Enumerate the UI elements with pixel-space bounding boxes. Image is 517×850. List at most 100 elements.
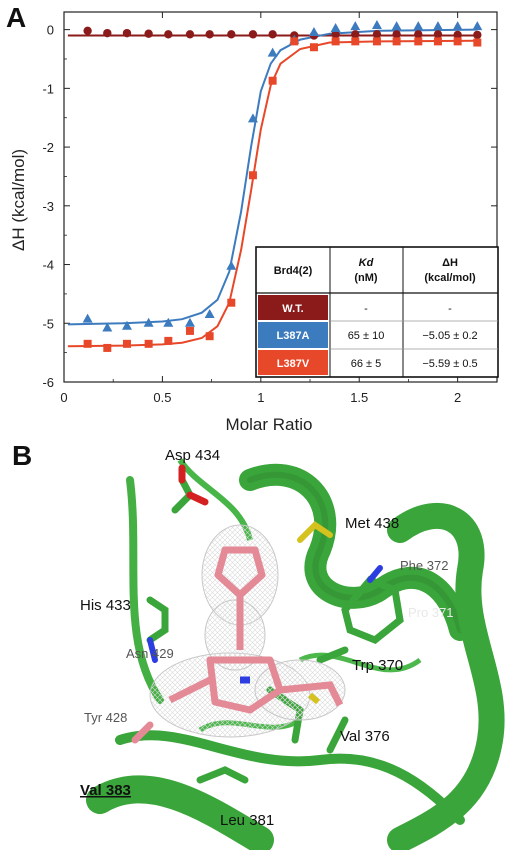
- x-tick-label: 1.5: [350, 390, 368, 405]
- data-point-wt: [164, 30, 173, 39]
- y-tick-label: -6: [42, 375, 54, 390]
- y-tick-label: -2: [42, 140, 54, 155]
- table-cell-wt-kd: -: [364, 303, 368, 315]
- table-row-l387a-label: L387A: [276, 330, 309, 342]
- panel-a-label: A: [6, 2, 27, 33]
- table-header-dh: ΔH: [442, 257, 458, 269]
- data-point-l387v: [414, 37, 423, 46]
- ligand-molecule: [168, 546, 344, 714]
- data-point-l387a: [308, 27, 319, 37]
- data-point-l387a: [163, 317, 174, 327]
- data-point-wt: [83, 26, 92, 35]
- label-asp434: Asp 434: [165, 447, 220, 464]
- data-point-l387v: [372, 37, 381, 46]
- data-point-l387a: [247, 113, 258, 123]
- protein-structure-image: Asp 434 Met 438 Phe 372 His 433 Pro 371 …: [80, 447, 505, 850]
- data-point-l387a: [432, 21, 443, 31]
- label-trp370: Trp 370: [352, 657, 403, 674]
- plot-frame: [63, 11, 498, 383]
- table-cell-wt-dh: -: [448, 303, 452, 315]
- data-point-l387v: [248, 171, 257, 180]
- label-asn429: Asn 429: [126, 646, 174, 661]
- dissociation-table: Brd4(2) Kd (nM) ΔH (kcal/mol) W.T. L387A…: [255, 246, 499, 378]
- label-val383: Val 383: [80, 782, 131, 799]
- table-cell-l387v-dh: −5.59 ± 0.5: [422, 358, 477, 370]
- table-header-dh-unit: (kcal/mol): [424, 272, 476, 284]
- data-point-l387a: [452, 21, 463, 31]
- data-point-l387v: [290, 37, 299, 46]
- data-point-wt: [392, 30, 401, 39]
- table-header-construct: Brd4(2): [274, 265, 313, 277]
- protein-cartoon: [86, 450, 505, 850]
- table-header-kd: Kd: [359, 257, 374, 269]
- data-point-l387a: [102, 322, 113, 332]
- table-cell-l387a-kd: 65 ± 10: [348, 330, 385, 342]
- table-header-kd-unit: (nM): [354, 272, 378, 284]
- data-point-l387v: [351, 37, 360, 46]
- data-point-l387v: [331, 37, 340, 46]
- itc-chart: 0 0.5 1 1.5 2 0 -1 -2 -3 -4 -5 -6 Molar Ratio ΔH (k…: [9, 11, 499, 434]
- label-tyr428: Tyr 428: [84, 710, 127, 725]
- data-point-wt: [185, 30, 195, 39]
- table-row-l387v-swatch: [258, 350, 328, 375]
- data-point-wt: [453, 30, 462, 40]
- data-point-l387a: [204, 308, 215, 318]
- panel-b-label: B: [12, 440, 33, 471]
- data-point-l387v: [473, 38, 482, 47]
- label-pro371: Pro 371: [408, 605, 454, 620]
- x-tick-label: 0: [60, 390, 67, 405]
- table-cell-l387v-kd: 66 ± 5: [351, 358, 382, 370]
- label-val376: Val 376: [340, 728, 390, 745]
- table-row-wt-label: W.T.: [282, 303, 303, 315]
- data-point-l387a: [143, 317, 154, 327]
- x-tick-label: 1: [257, 390, 264, 405]
- data-point-wt: [351, 30, 360, 39]
- table-row-l387a-swatch: [258, 322, 328, 348]
- data-point-l387v: [309, 43, 318, 52]
- data-point-wt: [414, 30, 423, 39]
- label-leu381: Leu 381: [220, 812, 274, 829]
- data-point-l387v: [185, 326, 194, 335]
- data-point-l387a: [371, 20, 382, 30]
- data-point-l387v: [205, 332, 214, 341]
- data-point-l387a: [184, 317, 195, 327]
- data-point-l387a: [226, 260, 237, 270]
- label-met438: Met 438: [345, 515, 399, 532]
- data-point-l387a: [413, 21, 424, 31]
- table-cell-l387a-dh: −5.05 ± 0.2: [422, 330, 477, 342]
- data-point-l387v: [392, 37, 401, 46]
- data-point-l387v: [268, 76, 277, 85]
- data-point-l387a: [350, 21, 361, 31]
- data-point-wt: [227, 30, 236, 39]
- residue-labels: Asp 434 Met 438 Phe 372 His 433 Pro 371 …: [80, 447, 454, 829]
- ligand-density-mesh: [149, 524, 346, 738]
- data-point-wt: [372, 30, 382, 39]
- data-point-l387v: [164, 336, 173, 345]
- data-point-l387a: [472, 21, 483, 31]
- data-point-wt: [433, 30, 443, 39]
- data-point-l387v: [227, 298, 236, 307]
- data-point-l387a: [121, 320, 132, 330]
- data-point-wt: [248, 30, 258, 39]
- x-tick-label: 2: [454, 390, 461, 405]
- data-point-wt: [473, 30, 482, 40]
- y-axis-title: ΔH (kcal/mol): [9, 149, 28, 251]
- y-tick-label: -1: [42, 81, 54, 96]
- x-tick-label: 0.5: [153, 390, 171, 405]
- data-point-wt: [268, 30, 277, 39]
- data-point-l387v: [144, 339, 153, 348]
- data-point-wt: [144, 29, 153, 38]
- data-point-l387v: [122, 339, 131, 348]
- y-tick-label: -5: [42, 316, 54, 331]
- data-point-l387a: [267, 47, 278, 57]
- data-point-wt: [122, 28, 132, 38]
- data-point-wt: [205, 30, 214, 39]
- x-axis-title: Molar Ratio: [226, 415, 313, 434]
- label-phe372: Phe 372: [400, 558, 448, 573]
- data-point-l387v: [433, 37, 442, 46]
- data-point-wt: [103, 28, 112, 38]
- data-point-l387v: [83, 339, 92, 348]
- data-point-l387v: [453, 37, 462, 46]
- data-point-l387a: [330, 22, 341, 32]
- data-point-l387a: [82, 313, 93, 323]
